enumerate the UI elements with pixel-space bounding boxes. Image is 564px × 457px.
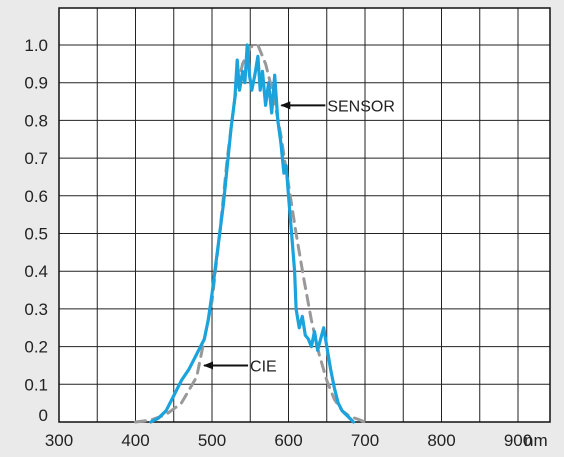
y-tick-label: 0.9 bbox=[24, 74, 48, 93]
x-tick-label: 800 bbox=[427, 431, 455, 450]
grid bbox=[59, 8, 550, 422]
y-tick-label: 0 bbox=[39, 406, 48, 425]
y-tick-label: 0.8 bbox=[24, 111, 48, 130]
x-tick-label: 600 bbox=[274, 431, 302, 450]
y-tick-label: 0.3 bbox=[24, 300, 48, 319]
x-tick-label: 400 bbox=[121, 431, 149, 450]
y-tick-label: 0.7 bbox=[24, 149, 48, 168]
annotation-sensor: SENSOR bbox=[280, 98, 395, 115]
y-tick-label: 0.5 bbox=[24, 225, 48, 244]
plot-area bbox=[59, 8, 550, 422]
series-line-cie bbox=[134, 43, 367, 424]
y-tick-label: 0.2 bbox=[24, 338, 48, 357]
y-tick-label: 0.6 bbox=[24, 187, 48, 206]
y-tick-label: 1.0 bbox=[24, 36, 48, 55]
annotation-label: CIE bbox=[250, 358, 277, 375]
annotation-label: SENSOR bbox=[327, 98, 395, 115]
x-tick-label: 700 bbox=[351, 431, 379, 450]
x-tick-label: 500 bbox=[198, 431, 226, 450]
plot-frame bbox=[58, 7, 551, 423]
annotation-cie: CIE bbox=[203, 358, 277, 375]
series-line-sensor bbox=[149, 43, 356, 424]
x-unit-label: nm bbox=[524, 431, 548, 450]
x-tick-labels: 300 400 500 600 700 800 900 bbox=[45, 431, 532, 450]
x-tick-label: 300 bbox=[45, 431, 73, 450]
x-tick-label: 900 bbox=[504, 431, 532, 450]
annotation-layer: SENSOR CIE bbox=[203, 98, 395, 375]
y-tick-labels: 0 0.1 0.2 0.3 0.4 0.5 0.6 0.7 0.8 0.9 1.0 bbox=[24, 36, 48, 425]
series-layer bbox=[134, 43, 367, 424]
y-tick-label: 0.4 bbox=[24, 262, 48, 281]
y-tick-label: 0.1 bbox=[24, 375, 48, 394]
